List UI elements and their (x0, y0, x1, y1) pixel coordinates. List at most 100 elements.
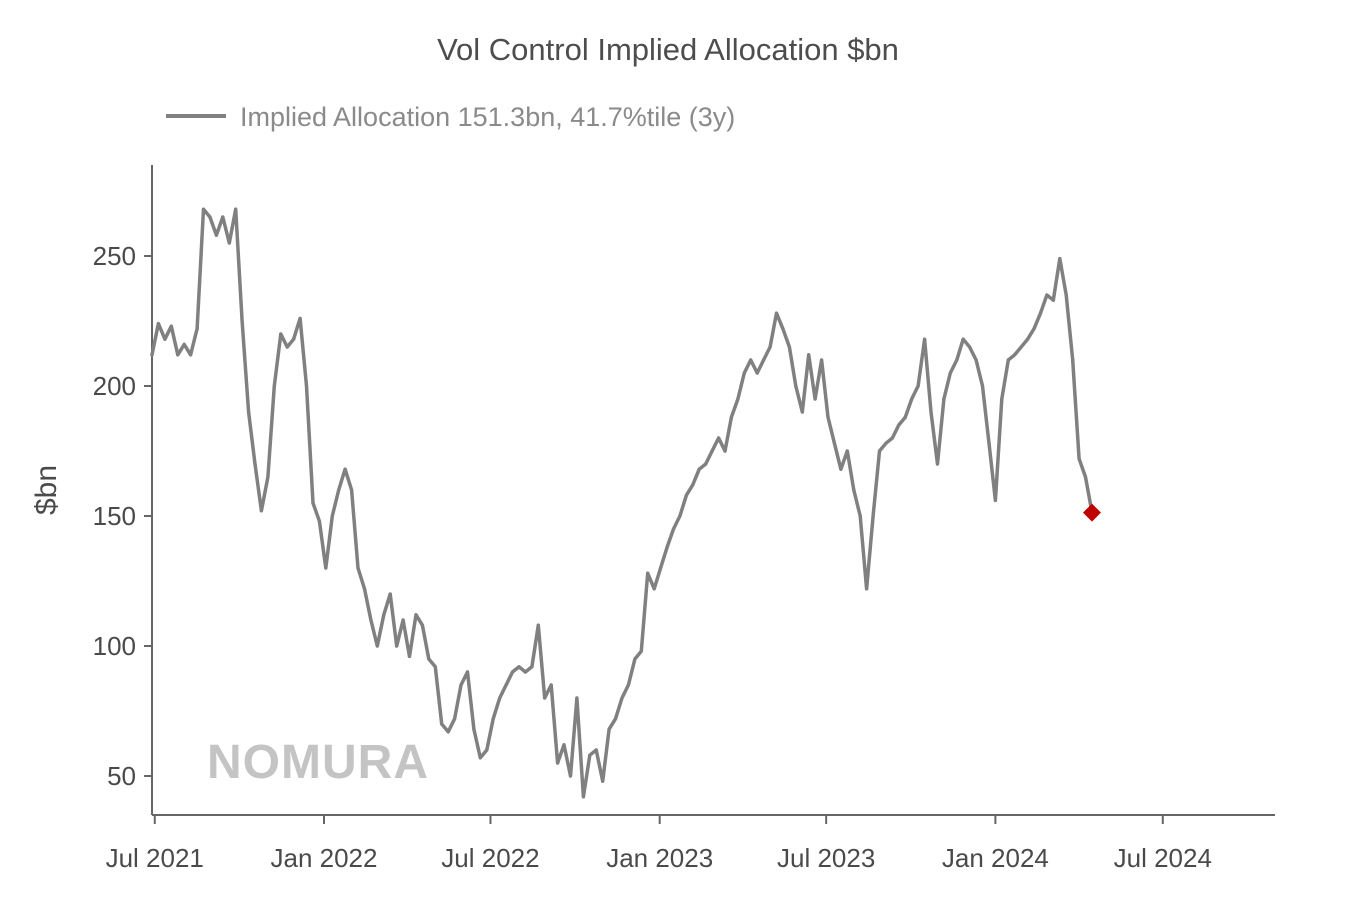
series-line (150, 207, 1094, 799)
data-point (556, 761, 560, 765)
data-point (234, 207, 238, 211)
data-point (253, 462, 257, 466)
data-point (414, 613, 418, 617)
data-point (1051, 298, 1055, 302)
data-point (350, 488, 354, 492)
data-point (620, 696, 624, 700)
data-point (929, 410, 933, 414)
data-point (865, 587, 869, 591)
data-point (382, 613, 386, 617)
data-point (485, 748, 489, 752)
data-point (298, 316, 302, 320)
data-point (678, 514, 682, 518)
y-tick-label: 50 (107, 761, 136, 791)
data-point (259, 509, 263, 513)
data-point (536, 623, 540, 627)
data-point (150, 353, 154, 357)
data-point (877, 449, 882, 453)
data-point (768, 345, 772, 349)
data-point (356, 566, 360, 570)
data-point (189, 353, 193, 357)
data-point (304, 384, 309, 388)
data-point (729, 415, 734, 419)
chart-title: Vol Control Implied Allocation $bn (437, 32, 899, 67)
data-point (330, 514, 334, 518)
data-point (613, 717, 618, 721)
data-point (601, 779, 605, 783)
data-point (633, 657, 637, 661)
x-tick-label: Jul 2024 (1114, 843, 1212, 873)
data-point (948, 371, 952, 375)
data-point (961, 337, 965, 341)
data-point (820, 358, 824, 362)
data-point (510, 670, 515, 674)
series-points (150, 207, 1094, 799)
data-point (324, 566, 328, 570)
data-point (697, 467, 701, 471)
data-point (369, 618, 373, 622)
data-point (311, 501, 315, 505)
data-point (607, 727, 611, 731)
data-point (459, 683, 463, 687)
data-point (581, 795, 586, 799)
x-tick-label: Jul 2021 (106, 843, 204, 873)
data-point (800, 410, 804, 414)
data-point (916, 384, 920, 388)
data-point (826, 415, 830, 419)
data-point (446, 730, 450, 734)
x-tick-label: Jul 2022 (441, 843, 539, 873)
data-point (453, 717, 457, 721)
data-point (742, 371, 746, 375)
data-point (575, 696, 579, 700)
data-point (626, 683, 631, 687)
data-point (691, 483, 695, 487)
data-point (176, 353, 180, 357)
latest-value-marker (1082, 503, 1101, 522)
data-point (504, 683, 508, 687)
data-point (923, 337, 927, 341)
data-point (839, 467, 843, 471)
data-point (420, 623, 424, 627)
legend-label: Implied Allocation 151.3bn, 41.7%tile (3… (240, 102, 735, 132)
data-point (208, 215, 212, 219)
data-point (968, 345, 972, 349)
data-point (292, 337, 296, 341)
y-axis-title: $bn (30, 465, 63, 515)
data-point (955, 358, 959, 362)
data-point (498, 696, 502, 700)
data-point (594, 748, 598, 752)
data-point (562, 743, 566, 747)
data-point (407, 654, 412, 659)
data-point (652, 587, 656, 591)
data-point (890, 436, 895, 440)
data-point (182, 342, 186, 346)
data-point (240, 319, 244, 323)
data-point (710, 449, 714, 453)
data-point (993, 498, 998, 502)
data-point (247, 410, 251, 414)
data-point (478, 756, 482, 760)
data-point (1000, 397, 1004, 401)
data-point (910, 397, 914, 401)
data-point (523, 670, 528, 674)
legend: Implied Allocation 151.3bn, 41.7%tile (3… (166, 102, 735, 132)
data-point (774, 311, 779, 315)
x-tick-label: Jul 2023 (777, 843, 875, 873)
data-point (549, 683, 553, 687)
data-point (832, 441, 837, 445)
data-point (401, 618, 405, 622)
data-point (755, 371, 759, 375)
x-tick-label: Jan 2024 (942, 843, 1049, 873)
data-point (1032, 327, 1036, 331)
data-point (1077, 457, 1081, 461)
data-point (169, 324, 173, 328)
data-point (156, 322, 160, 326)
y-tick-label: 100 (93, 631, 136, 661)
data-point (884, 441, 888, 445)
data-point (1058, 257, 1062, 261)
data-point (845, 449, 849, 453)
y-tick-label: 200 (93, 371, 136, 401)
data-point (736, 397, 740, 401)
data-point (684, 493, 689, 497)
